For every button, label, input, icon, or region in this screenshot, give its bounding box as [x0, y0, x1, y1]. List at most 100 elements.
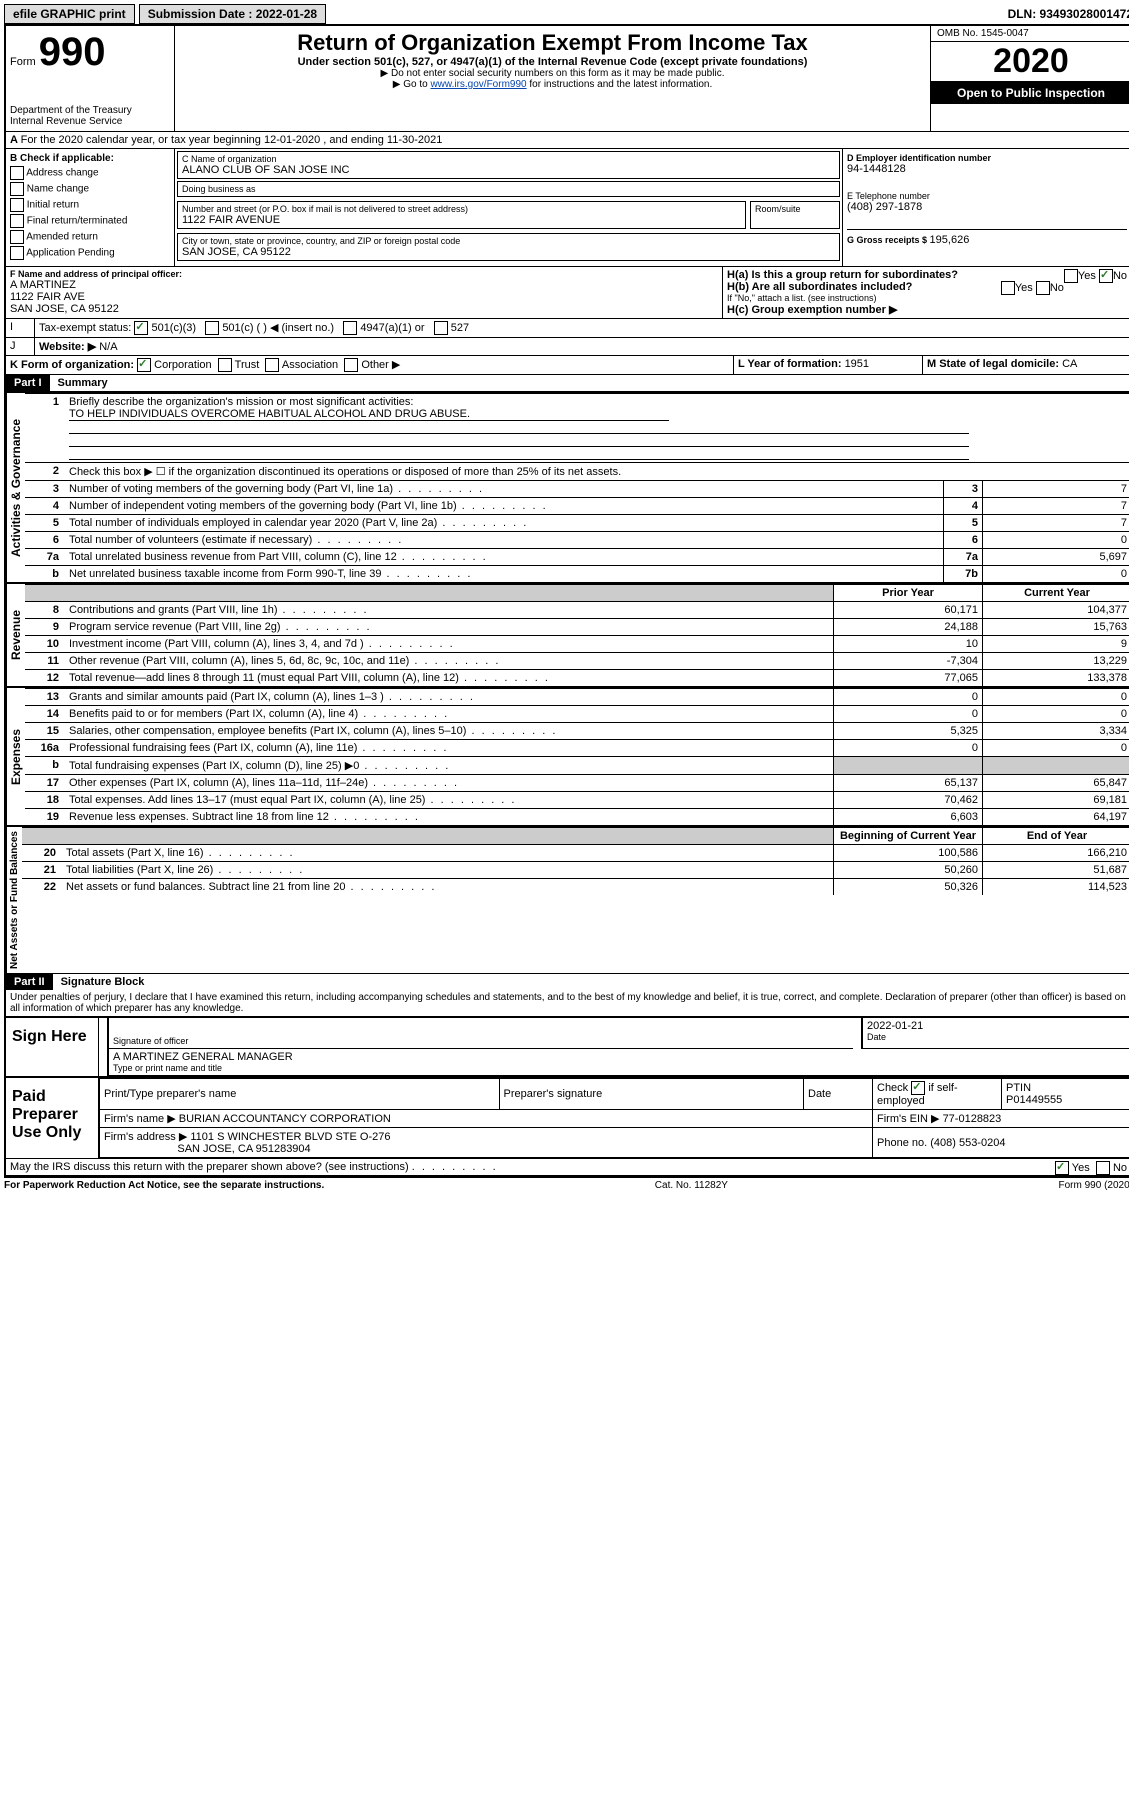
part1-header: Part I: [6, 375, 50, 391]
col-prior: Prior Year: [834, 585, 983, 602]
opt-501c: 501(c) ( ) ◀ (insert no.): [222, 322, 334, 334]
hb-note: If "No," attach a list. (see instruction…: [727, 293, 1127, 303]
cb-address-change[interactable]: [10, 166, 24, 180]
hb-no-cb[interactable]: [1036, 281, 1050, 295]
cb-initial-return[interactable]: [10, 198, 24, 212]
instr-link[interactable]: www.irs.gov/Form990: [430, 79, 526, 90]
website: N/A: [99, 341, 117, 353]
gross-receipts: 195,626: [930, 234, 970, 246]
ha-label: H(a) Is this a group return for subordin…: [727, 269, 958, 281]
subtitle: Under section 501(c), 527, or 4947(a)(1)…: [179, 56, 926, 68]
cb-trust[interactable]: [218, 358, 232, 372]
ptin-label: PTIN: [1006, 1082, 1031, 1094]
cb-527[interactable]: [434, 321, 448, 335]
sig-officer-label: Signature of officer: [113, 1036, 849, 1046]
part2-title: Signature Block: [53, 974, 153, 990]
instr-2-post: for instructions and the latest informat…: [527, 79, 713, 90]
l1-label: Briefly describe the organization's miss…: [69, 396, 413, 408]
firm-addr2: SAN JOSE, CA 951283904: [177, 1143, 310, 1155]
street-label: Number and street (or P.O. box if mail i…: [182, 204, 741, 214]
phone-label: E Telephone number: [847, 191, 1127, 201]
opt-name-change: Name change: [27, 184, 89, 195]
ha-no-cb[interactable]: [1099, 269, 1113, 283]
ha-no: No: [1113, 270, 1127, 282]
cb-4947[interactable]: [343, 321, 357, 335]
footer-left: For Paperwork Reduction Act Notice, see …: [4, 1180, 324, 1191]
line-a: For the 2020 calendar year, or tax year …: [21, 134, 443, 146]
cb-other[interactable]: [344, 358, 358, 372]
cb-501c3[interactable]: [134, 321, 148, 335]
hb-label: H(b) Are all subordinates included?: [727, 281, 912, 293]
part1-title: Summary: [50, 375, 116, 391]
discuss-no: No: [1113, 1162, 1127, 1174]
state: CA: [1062, 358, 1077, 370]
cb-name-change[interactable]: [10, 182, 24, 196]
department: Department of the Treasury Internal Reve…: [10, 105, 170, 127]
instr-1: ▶ Do not enter social security numbers o…: [179, 68, 926, 79]
cb-self-employed[interactable]: [911, 1081, 925, 1095]
hc-label: H(c) Group exemption number ▶: [727, 303, 1127, 316]
part2-header: Part II: [6, 974, 53, 990]
hb-yes-cb[interactable]: [1001, 281, 1015, 295]
opt-initial-return: Initial return: [27, 200, 79, 211]
room-label: Room/suite: [755, 204, 835, 214]
opt-other: Other ▶: [361, 359, 400, 371]
state-label: M State of legal domicile:: [927, 358, 1062, 370]
cb-501c[interactable]: [205, 321, 219, 335]
ein-label: D Employer identification number: [847, 153, 1127, 163]
opt-527: 527: [451, 322, 469, 334]
year-formation-label: L Year of formation:: [738, 358, 845, 370]
sign-here-label: Sign Here: [6, 1018, 99, 1076]
mission: TO HELP INDIVIDUALS OVERCOME HABITUAL AL…: [69, 408, 669, 421]
firm-addr-label: Firm's address ▶: [104, 1131, 187, 1143]
footer-right: Form 990 (2020): [1059, 1180, 1129, 1191]
prep-sig-h: Preparer's signature: [499, 1079, 804, 1110]
opt-4947: 4947(a)(1) or: [360, 322, 424, 334]
vlabel-expenses: Expenses: [6, 688, 25, 825]
dln: DLN: 93493028001472: [1008, 7, 1129, 21]
discuss-no-cb[interactable]: [1096, 1161, 1110, 1175]
firm-phone-label: Phone no.: [877, 1137, 927, 1149]
vlabel-governance: Activities & Governance: [6, 393, 25, 582]
form-number: 990: [39, 30, 106, 74]
tax-year: 2020: [931, 42, 1129, 82]
city: SAN JOSE, CA 95122: [182, 246, 835, 258]
cb-final-return[interactable]: [10, 214, 24, 228]
dba-label: Doing business as: [182, 184, 835, 194]
main-title: Return of Organization Exempt From Incom…: [179, 30, 926, 56]
prep-date-h: Date: [804, 1079, 873, 1110]
firm-phone: (408) 553-0204: [930, 1137, 1005, 1149]
opt-amended: Amended return: [26, 232, 98, 243]
firm-ein: 77-0128823: [943, 1113, 1002, 1125]
cb-corp[interactable]: [137, 358, 151, 372]
check-pre: Check: [877, 1082, 908, 1094]
cb-amended[interactable]: [10, 230, 24, 244]
officer-addr2: SAN JOSE, CA 95122: [10, 303, 718, 315]
opt-corp: Corporation: [154, 359, 211, 371]
org-name: ALANO CLUB OF SAN JOSE INC: [182, 164, 835, 176]
submission-date: Submission Date : 2022-01-28: [139, 4, 326, 24]
footer-center: Cat. No. 11282Y: [655, 1180, 728, 1191]
officer-typed: A MARTINEZ GENERAL MANAGER: [113, 1051, 1127, 1063]
ha-yes-cb[interactable]: [1064, 269, 1078, 283]
tax-status-label: Tax-exempt status:: [39, 322, 131, 334]
form-org-label: K Form of organization:: [10, 359, 134, 371]
discuss-yes-cb[interactable]: [1055, 1161, 1069, 1175]
opt-final-return: Final return/terminated: [27, 216, 128, 227]
opt-assoc: Association: [282, 359, 338, 371]
col-current: Current Year: [983, 585, 1129, 602]
officer-name: A MARTINEZ: [10, 279, 718, 291]
cb-pending[interactable]: [10, 246, 24, 260]
type-name-label: Type or print name and title: [113, 1063, 1127, 1073]
ha-yes: Yes: [1078, 270, 1096, 282]
year-formation: 1951: [845, 358, 869, 370]
omb-number: OMB No. 1545-0047: [931, 26, 1129, 42]
discuss-yes: Yes: [1072, 1162, 1090, 1174]
vlabel-net: Net Assets or Fund Balances: [6, 827, 22, 973]
officer-addr1: 1122 FAIR AVE: [10, 291, 718, 303]
hb-no: No: [1050, 282, 1064, 294]
firm-name-label: Firm's name ▶: [104, 1113, 176, 1125]
cb-assoc[interactable]: [265, 358, 279, 372]
efile-button[interactable]: efile GRAPHIC print: [4, 4, 135, 24]
firm-addr1: 1101 S WINCHESTER BLVD STE O-276: [190, 1131, 390, 1143]
